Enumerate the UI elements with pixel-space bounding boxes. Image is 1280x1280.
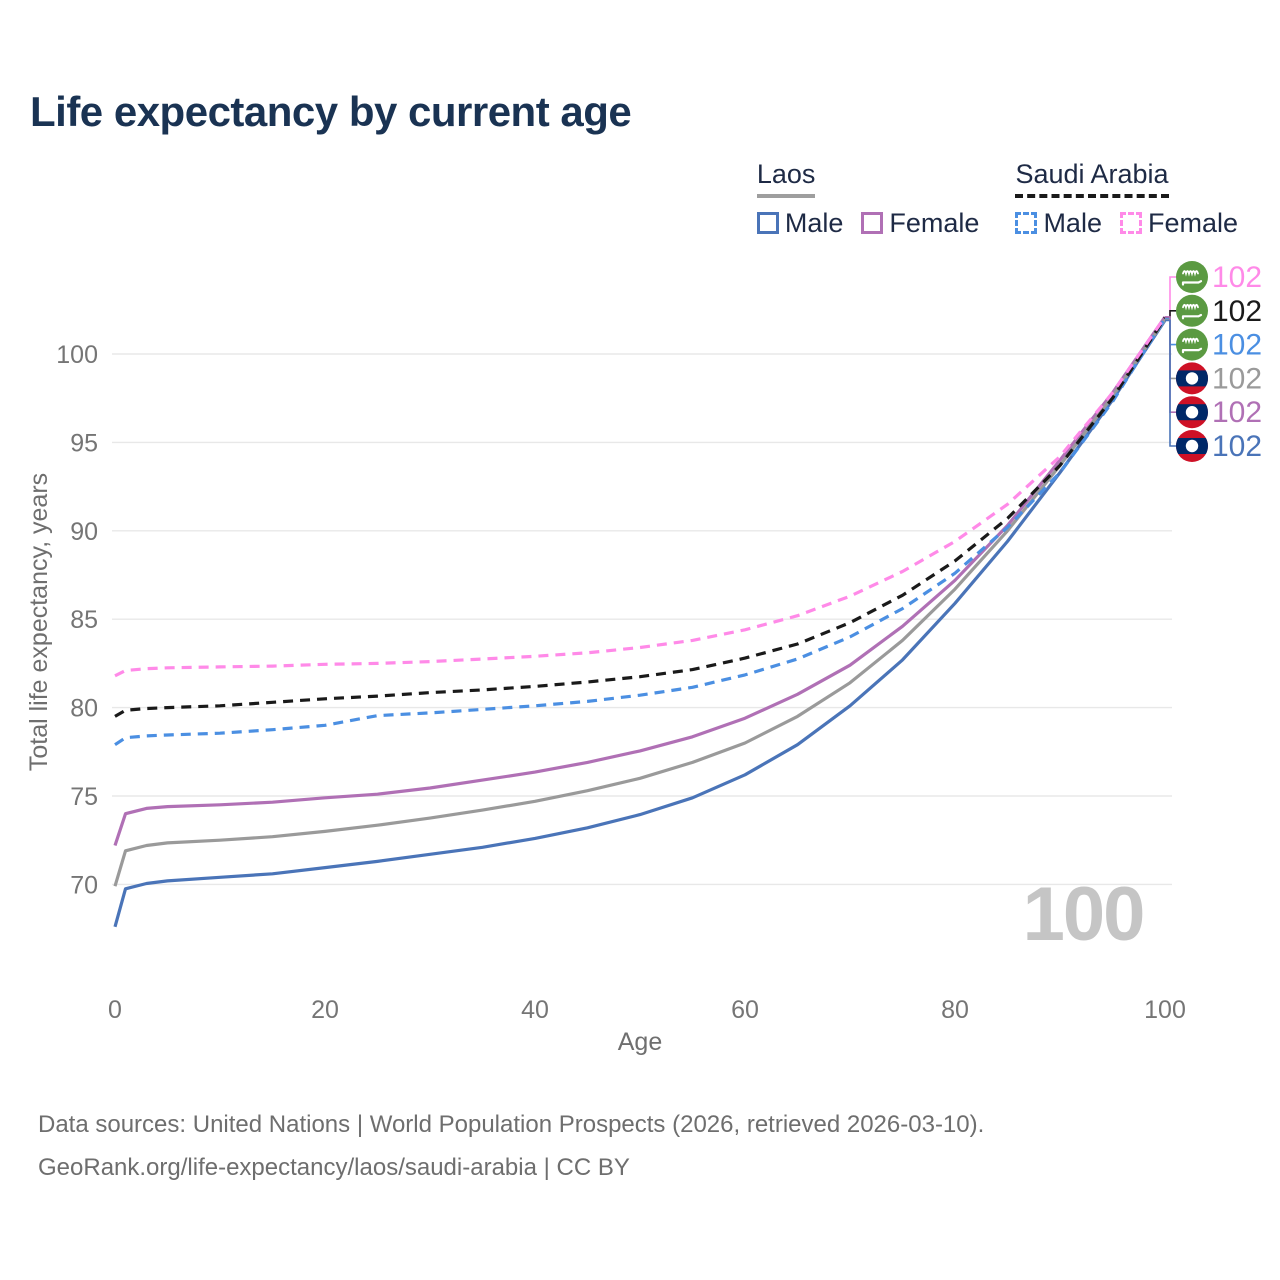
end-value-label: 102 bbox=[1212, 295, 1262, 328]
legend-country-saudi-arabia-label: Saudi Arabia bbox=[1015, 159, 1169, 189]
saudi-female-swatch-icon bbox=[1119, 212, 1142, 235]
y-tick-label: 70 bbox=[70, 871, 98, 899]
y-tick-label: 90 bbox=[70, 518, 98, 546]
legend-item-saudi-female[interactable]: Female bbox=[1119, 207, 1238, 239]
laos-female-swatch-icon bbox=[861, 212, 884, 235]
data-sources-line: Data sources: United Nations | World Pop… bbox=[38, 1111, 985, 1138]
legend-item-saudi-male[interactable]: Male bbox=[1015, 208, 1102, 239]
legend-group-laos: Laos Male Female bbox=[756, 159, 979, 239]
x-tick-label: 0 bbox=[108, 996, 122, 1024]
y-tick-label: 95 bbox=[70, 429, 98, 457]
legend-item-laos-female[interactable]: Female bbox=[861, 208, 979, 239]
source-url-line: GeoRank.org/life-expectancy/laos/saudi-a… bbox=[38, 1153, 630, 1181]
x-tick-label: 80 bbox=[941, 996, 969, 1024]
y-tick-label: 85 bbox=[70, 606, 98, 634]
legend-item-saudi-male-label: Male bbox=[1043, 207, 1102, 238]
age-watermark: 100 bbox=[1023, 872, 1144, 957]
end-value-label: 102 bbox=[1212, 362, 1262, 395]
end-value-label: 102 bbox=[1212, 261, 1262, 294]
legend-country-saudi-arabia[interactable]: Saudi Arabia bbox=[1015, 159, 1169, 198]
legend-country-laos[interactable]: Laos bbox=[756, 159, 816, 198]
series-line-saudi-arabia-both-sexes[interactable] bbox=[114, 316, 1167, 718]
laos-flag-icon bbox=[1176, 430, 1208, 462]
x-axis-title: Age bbox=[618, 1028, 662, 1056]
label-leader-line bbox=[1165, 310, 1176, 319]
legend: Laos Male Female Saudi Arabia Male Femal… bbox=[756, 159, 1238, 239]
legend-item-laos-male[interactable]: Male bbox=[756, 207, 844, 239]
laos-flag-icon bbox=[1176, 396, 1208, 428]
saudi-male-swatch-icon bbox=[1015, 212, 1038, 235]
series-line-laos-both-sexes[interactable] bbox=[113, 318, 1167, 887]
saudi-flag-icon bbox=[1174, 259, 1210, 295]
end-value-label: 102 bbox=[1212, 430, 1262, 463]
y-axis-title: Total life expectancy, years bbox=[25, 473, 53, 771]
legend-items-laos: Male Female bbox=[756, 207, 979, 239]
y-tick-label: 75 bbox=[70, 783, 98, 811]
legend-item-laos-male-label: Male bbox=[784, 207, 844, 238]
y-tick-label: 100 bbox=[56, 341, 98, 369]
saudi-flag-icon bbox=[1174, 293, 1210, 328]
end-value-label: 102 bbox=[1212, 329, 1262, 362]
x-tick-label: 100 bbox=[1144, 996, 1186, 1024]
legend-item-laos-female-label: Female bbox=[889, 207, 980, 238]
footer: Data sources: United Nations | World Pop… bbox=[38, 1104, 984, 1189]
laos-male-swatch-icon bbox=[756, 212, 779, 235]
end-value-label: 102 bbox=[1212, 396, 1262, 429]
series-line-laos-male[interactable] bbox=[113, 319, 1167, 928]
legend-items-saudi-arabia: Male Female bbox=[1015, 208, 1238, 239]
x-tick-label: 20 bbox=[311, 996, 339, 1024]
legend-item-saudi-female-label: Female bbox=[1147, 207, 1238, 238]
label-leader-line bbox=[1165, 319, 1176, 447]
legend-group-saudi-arabia: Saudi Arabia Male Female bbox=[1015, 159, 1238, 239]
laos-flag-icon bbox=[1176, 362, 1208, 394]
series-line-saudi-arabia-female[interactable] bbox=[114, 315, 1167, 678]
page-title: Life expectancy by current age bbox=[30, 88, 632, 135]
saudi-flag-icon bbox=[1174, 327, 1210, 362]
legend-country-laos-label: Laos bbox=[756, 159, 816, 189]
y-tick-label: 80 bbox=[70, 695, 98, 723]
x-tick-label: 60 bbox=[731, 996, 759, 1024]
x-tick-label: 40 bbox=[521, 996, 549, 1024]
series-line-laos-female[interactable] bbox=[113, 315, 1167, 847]
series-line-saudi-arabia-male[interactable] bbox=[114, 317, 1167, 747]
